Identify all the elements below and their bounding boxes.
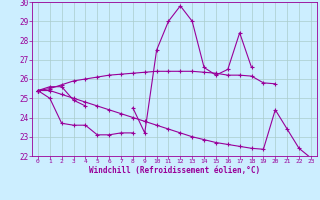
X-axis label: Windchill (Refroidissement éolien,°C): Windchill (Refroidissement éolien,°C) (89, 166, 260, 175)
